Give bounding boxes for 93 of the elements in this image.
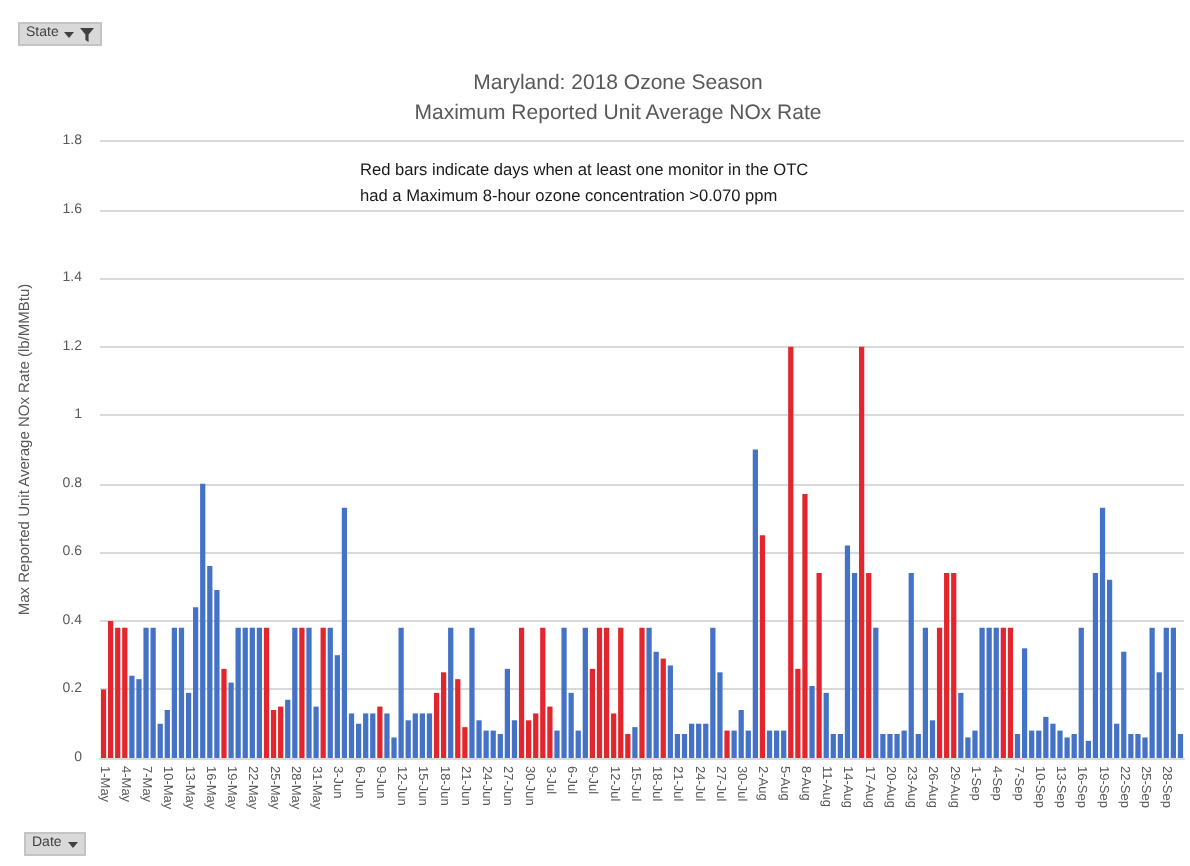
bar [278,706,284,758]
bar [958,692,964,758]
bar [816,572,822,758]
bar [490,730,496,758]
bar [922,627,929,758]
bar [306,627,312,758]
bar [1099,507,1106,758]
bar [150,627,156,758]
bar [363,713,369,758]
bar [441,672,447,758]
bar [660,658,666,758]
bar [802,494,808,758]
bar [908,572,914,758]
bar [242,627,248,758]
bar [993,627,999,758]
bar [688,723,695,758]
annotation: Red bars indicate days when at least one monitor in the OTC had a Maximum 8-hour ozone concentration >0.070 ppm [360,159,809,205]
bar [1057,730,1063,758]
bar [986,627,992,758]
bar [235,627,241,758]
bar [809,686,815,758]
bar [944,572,950,758]
bar [129,675,135,758]
bar [582,627,588,758]
bar [370,713,376,758]
bar [540,627,546,758]
bar [844,545,851,758]
bar [1000,627,1006,758]
bar [1121,651,1127,758]
bar [377,706,383,758]
bar [1163,627,1169,758]
bar [115,627,121,758]
bar [1007,627,1014,758]
bar [667,665,673,758]
bar [1078,627,1084,758]
bar [596,627,603,758]
bar [426,713,433,758]
bar [384,713,390,758]
bar [561,627,567,758]
bar [710,627,716,758]
bar [979,627,985,758]
bar [143,627,149,758]
chart-subtitle: Maximum Reported Unit Average NOx Rate [414,101,822,125]
bar [1170,627,1176,758]
bar [412,713,418,758]
bar [518,627,525,758]
bar [256,627,263,758]
bar [171,627,178,758]
bar [292,627,298,758]
bar [1149,627,1155,758]
bar [894,734,900,758]
bar [327,627,333,758]
bar [1043,716,1049,758]
bar [221,668,227,758]
bar [1050,723,1056,758]
bar [823,692,829,758]
chart-title: Maryland: 2018 Ozone Season [473,71,764,95]
bar [398,627,404,758]
bar [759,535,766,758]
bar [504,668,511,758]
bar [455,679,461,758]
bar [263,627,270,758]
bar [618,627,624,758]
bar [1135,734,1141,758]
bar [632,727,638,758]
bar [696,723,702,758]
bar [646,627,652,758]
bar [469,627,475,758]
bar [122,627,128,758]
bar [341,507,348,758]
bar [419,713,425,758]
bar [873,627,879,758]
bar [108,620,114,758]
bar [887,734,893,758]
bar [951,572,957,758]
bar [752,449,758,758]
bar [299,627,305,758]
bar [773,730,780,758]
bar [738,710,744,758]
bar [249,627,255,758]
bar [788,346,794,758]
bar [639,627,645,758]
bar [320,627,326,758]
bar [1064,737,1070,758]
bar [200,483,206,758]
bar [448,627,454,758]
bar [603,627,610,758]
bar [766,730,773,758]
bar [781,730,787,758]
bar [1021,648,1028,758]
bar [724,730,730,758]
bar [859,346,865,758]
bar [178,627,185,758]
